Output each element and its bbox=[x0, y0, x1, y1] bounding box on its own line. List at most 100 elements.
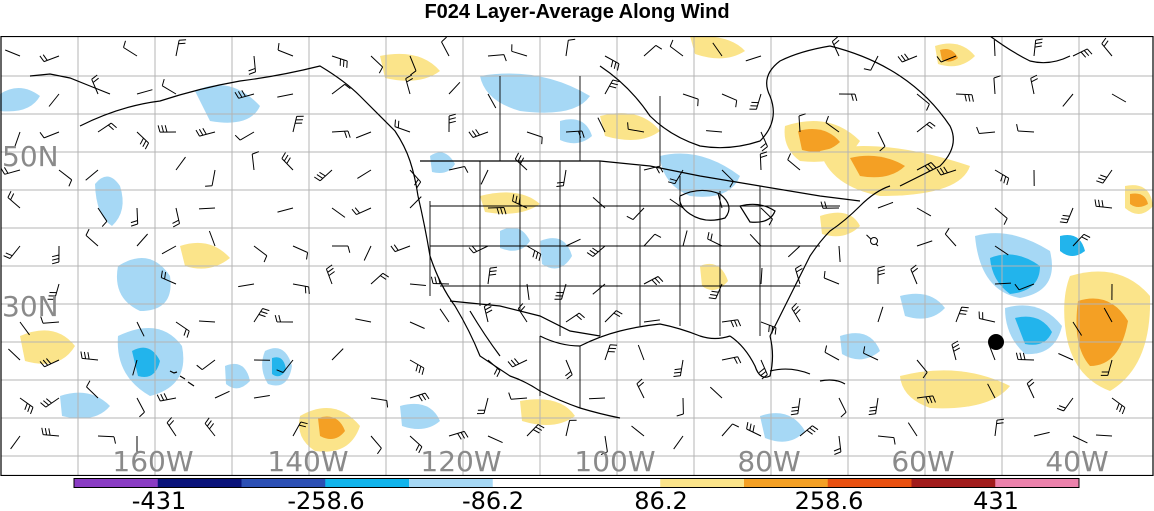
wind-barb bbox=[643, 276, 664, 286]
wind-barb bbox=[370, 397, 389, 408]
wind-barb bbox=[1072, 435, 1088, 444]
neg-patch bbox=[840, 333, 880, 360]
wind-barb bbox=[877, 306, 884, 323]
wind-barb bbox=[448, 113, 456, 133]
wind-barb bbox=[1111, 93, 1127, 103]
wind-barb bbox=[160, 270, 177, 285]
wind-barb bbox=[936, 166, 957, 176]
wind-barb bbox=[41, 427, 60, 437]
wind-barb bbox=[1096, 169, 1113, 184]
great-lakes bbox=[739, 203, 776, 223]
wind-barb bbox=[787, 245, 801, 258]
wind-barb bbox=[833, 435, 842, 455]
wind-barb bbox=[507, 358, 528, 368]
colorbar-label: -431 bbox=[132, 487, 186, 511]
wind-barb bbox=[994, 418, 1004, 437]
wind-barb bbox=[136, 397, 145, 418]
wind-barb bbox=[508, 392, 528, 400]
wind-barb bbox=[673, 435, 684, 450]
wind-barb bbox=[136, 89, 153, 95]
wind-barb bbox=[721, 356, 742, 364]
wind-barb bbox=[14, 131, 21, 148]
wind-barb bbox=[838, 245, 841, 263]
wind-barb bbox=[196, 359, 216, 370]
colorbar-cell bbox=[157, 478, 242, 488]
wind-barb bbox=[161, 78, 177, 95]
wind-barb bbox=[161, 245, 177, 255]
wind-barb bbox=[868, 397, 879, 416]
wind-barb bbox=[91, 74, 99, 95]
wind-barb bbox=[253, 395, 270, 399]
wind-barb bbox=[798, 113, 806, 133]
lon-label-80w: 80W bbox=[737, 445, 800, 476]
wind-barb bbox=[916, 121, 936, 133]
wind-barb bbox=[708, 283, 723, 300]
wind-barb bbox=[820, 201, 840, 209]
wind-barb bbox=[1095, 434, 1113, 437]
colorbar-cells bbox=[74, 478, 1080, 488]
wind-barb bbox=[604, 344, 618, 361]
wind-barb bbox=[565, 312, 585, 323]
wind-barb bbox=[331, 83, 351, 95]
wind-barb bbox=[39, 358, 60, 368]
colorbar-cell bbox=[241, 478, 326, 488]
colorbar-cell bbox=[911, 478, 996, 488]
wind-barb bbox=[526, 131, 543, 145]
coastline bbox=[469, 310, 501, 357]
wind-barb bbox=[600, 435, 608, 456]
wind-barb bbox=[673, 359, 684, 377]
colorbar-cell bbox=[827, 478, 912, 488]
wind-barb bbox=[409, 392, 430, 402]
wind-barb bbox=[526, 424, 545, 437]
wind-barb bbox=[916, 93, 930, 111]
wind-barbs bbox=[0, 36, 1127, 456]
pos-patch bbox=[318, 416, 345, 440]
wind-barb bbox=[172, 207, 180, 228]
pos-patch bbox=[700, 263, 728, 290]
wind-barb bbox=[916, 240, 933, 247]
wind-barb bbox=[631, 425, 645, 437]
wind-barb bbox=[669, 39, 684, 57]
plot-title: F024 Layer-Average Along Wind bbox=[424, 1, 730, 23]
wind-barb bbox=[565, 419, 577, 437]
wind-barb bbox=[636, 378, 645, 399]
colorbar-cell bbox=[995, 478, 1080, 488]
station-marker bbox=[988, 334, 1004, 350]
colorbar-label: 431 bbox=[973, 487, 1019, 511]
neg-patch bbox=[225, 363, 250, 389]
wind-barb bbox=[1015, 352, 1035, 361]
neg-patch bbox=[430, 152, 455, 173]
pos-patch bbox=[1130, 193, 1148, 207]
wind-barb bbox=[130, 207, 139, 227]
wind-barb bbox=[331, 55, 348, 68]
coastline bbox=[769, 185, 891, 337]
colorbar-cell bbox=[325, 478, 410, 488]
colorbar-frame bbox=[73, 478, 1080, 488]
wind-barb bbox=[863, 346, 879, 361]
wind-barb bbox=[994, 245, 1009, 256]
island bbox=[769, 368, 811, 375]
wind-barb bbox=[514, 152, 528, 171]
wind-barb bbox=[637, 344, 645, 361]
lon-label-140w: 140W bbox=[267, 445, 348, 476]
wind-barb bbox=[409, 435, 423, 454]
wind-barb bbox=[823, 270, 840, 285]
wind-barb bbox=[332, 245, 351, 253]
neg-patch bbox=[400, 403, 440, 430]
wind-barb bbox=[987, 383, 996, 399]
wind-barb bbox=[370, 55, 384, 74]
wind-barb bbox=[480, 169, 489, 185]
wind-barb bbox=[409, 359, 425, 375]
wind-barb bbox=[331, 207, 346, 218]
wind-barb bbox=[238, 283, 255, 288]
wind-barb bbox=[487, 435, 503, 444]
neg-patch bbox=[272, 357, 286, 377]
wind-barb bbox=[39, 131, 60, 139]
wind-barb bbox=[586, 245, 606, 257]
lon-label-120w: 120W bbox=[420, 445, 501, 476]
wind-barb bbox=[565, 238, 581, 247]
wind-barb bbox=[831, 36, 840, 57]
wind-barb bbox=[1030, 74, 1038, 95]
wind-barb bbox=[721, 319, 742, 328]
lon-label-40w: 40W bbox=[1045, 445, 1108, 476]
